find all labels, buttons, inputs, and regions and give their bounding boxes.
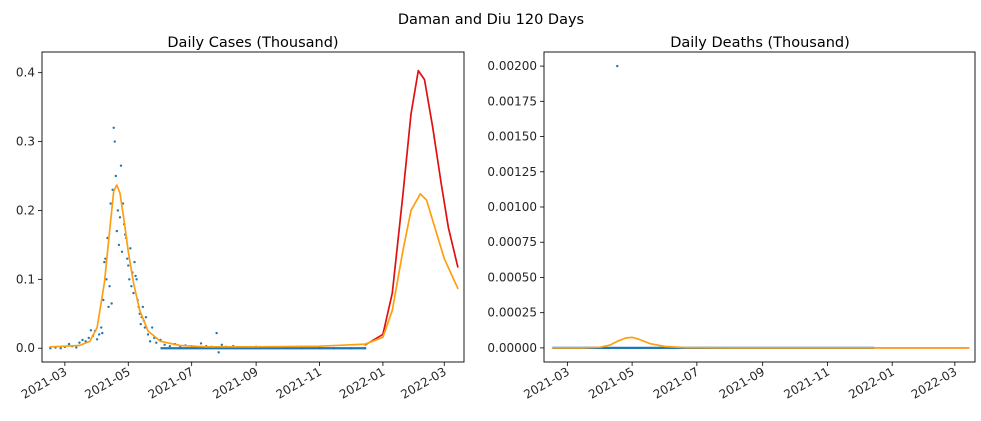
deaths-ytick-label: 0.00000 [487,341,537,355]
cases-observed-point [95,338,99,341]
deaths-xtick-label: 2021-03 [521,364,571,401]
cases-observed-point [148,340,152,343]
cases-observed-point [107,305,110,309]
cases-observed-point [97,333,101,336]
cases-observed-point [115,229,119,233]
cases-observed-point [113,140,116,143]
cases-observed-point [127,264,130,267]
deaths-ytick-label: 0.00200 [487,59,537,73]
cases-xtick-label: 2021-05 [82,364,132,401]
cases-chart-frame [41,51,465,363]
cases-observed-point [300,347,304,350]
deaths-chart-title: Daily Deaths (Thousand) [670,35,850,51]
cases-observed-point [364,347,367,350]
cases-observed-point [220,343,224,346]
cases-observed-point [102,298,105,302]
cases-observed-point [134,274,137,278]
cases-observed-point [89,329,93,332]
cases-observed-point [139,322,142,326]
cases-observed-point [141,305,145,309]
cases-ytick-label: 0.2 [16,203,35,217]
cases-observed-point [130,285,133,288]
cases-observed-point [150,326,154,329]
deaths-ytick-label: 0.00025 [487,306,537,320]
deaths-xtick-label: 2021-11 [782,364,832,401]
cases-observed-point [146,333,150,336]
cases-observed-point [332,347,336,350]
figure-suptitle: Daman and Diu 120 Days [398,12,584,28]
cases-observed-point [128,278,131,281]
cases-observed-point [118,216,122,219]
deaths-chart-frame [543,51,976,363]
cases-ytick-label: 0.0 [16,341,35,355]
cases-observed-point [100,326,103,329]
cases-observed-point [155,341,158,344]
cases-observed-point [163,343,166,346]
cases-ytick-label: 0.1 [16,272,35,286]
cases-observed-point [75,346,78,349]
cases-xtick-label: 2021-03 [19,364,69,401]
deaths-xtick-label: 2021-05 [586,364,636,401]
deaths-xtick-label: 2021-07 [651,364,701,401]
cases-observed-point [112,126,115,129]
cases-observed-point [78,341,81,344]
cases-observed-point [126,257,129,260]
deaths-ytick-label: 0.00125 [487,165,537,179]
cases-chart: Daily Cases (Thousand) 0.0 0.1 0.2 0.3 0.4 20… [16,35,465,402]
deaths-ytick-label: 0.00075 [487,235,537,249]
cases-ytick-label: 0.3 [16,135,35,149]
deaths-model-line-2 [551,336,970,349]
cases-observed-point [144,316,148,319]
cases-observed-point [217,351,220,354]
cases-xtick-label: 2022-01 [337,364,387,401]
deaths-ytick-label: 0.00050 [487,270,537,284]
cases-ytick-label: 0.4 [16,66,35,80]
cases-observed-point [101,331,104,335]
deaths-xtick-label: 2021-09 [717,364,767,401]
deaths-ytick-label: 0.00175 [487,94,537,108]
cases-observed-point [120,250,124,253]
cases-xtick-label: 2021-09 [210,364,260,401]
cases-observed-point [116,209,120,212]
cases-observed-point [81,338,84,342]
deaths-ytick-label: 0.00100 [487,200,537,214]
cases-observed-point [119,164,123,167]
cases-observed-point [59,347,62,350]
cases-observed-point [168,344,172,348]
cases-observed-point [135,278,138,281]
cases-model-line-1 [364,69,459,346]
deaths-chart: Daily Deaths (Thousand) 0.00000 0.00025 0.… [487,35,976,402]
cases-observed-point [110,302,113,305]
cases-observed-point [103,260,106,264]
cases-observed-point [114,174,117,178]
cases-observed-point [109,202,112,205]
cases-observed-point [215,331,218,335]
cases-observed-point [132,291,135,295]
cases-xtick-label: 2021-11 [274,364,324,401]
cases-observed-point [117,243,121,247]
deaths-xtick-label: 2022-01 [846,364,896,401]
cases-observed-point [67,342,71,346]
deaths-xtick-label: 2022-03 [909,364,959,401]
cases-xtick-label: 2021-07 [146,364,196,401]
deaths-observed-point [616,64,619,68]
cases-model-line-2 [49,184,459,348]
cases-observed-point [349,347,352,350]
cases-observed-point [133,260,136,264]
cases-observed-point [199,342,203,345]
cases-observed-point [129,247,132,250]
cases-observed-point [108,285,111,288]
deaths-ytick-label: 0.00150 [487,130,537,144]
cases-chart-title: Daily Cases (Thousand) [167,35,338,51]
cases-observed-point [87,336,90,340]
cases-xtick-label: 2022-03 [398,364,448,401]
cases-observed-point [105,278,108,281]
